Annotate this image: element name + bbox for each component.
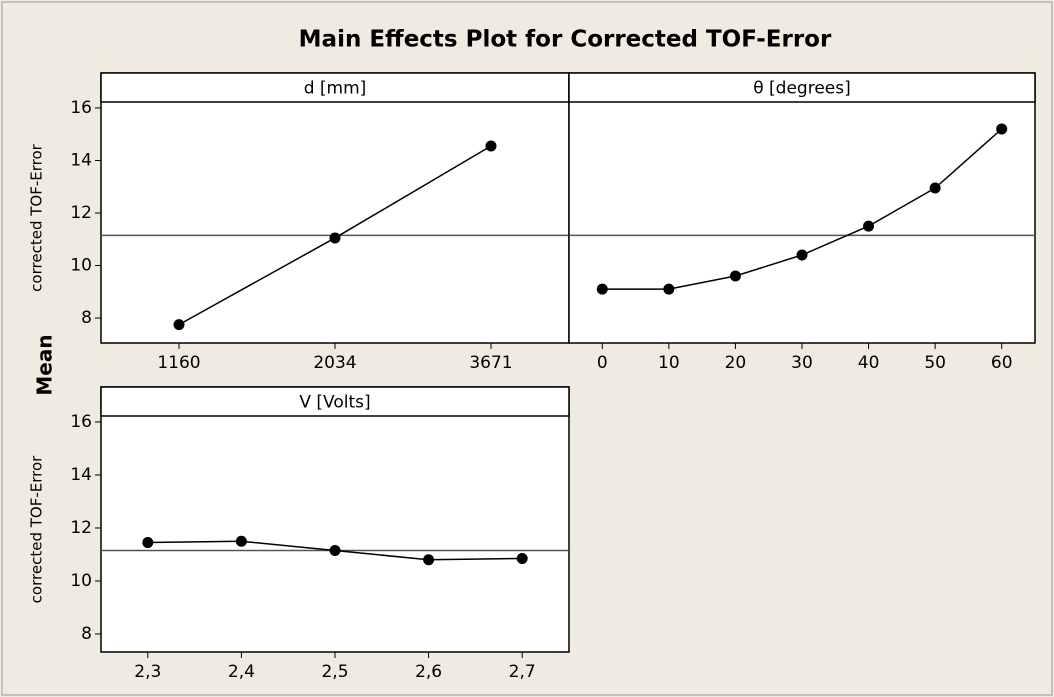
x-tick-label: 0	[597, 353, 608, 373]
panel-title: d [mm]	[304, 79, 367, 99]
y-tick-label: 10	[70, 571, 92, 591]
x-tick-label: 50	[924, 353, 946, 373]
panel-title: θ [degrees]	[753, 79, 851, 99]
x-tick-label: 20	[725, 353, 747, 373]
x-tick-label: 60	[991, 353, 1013, 373]
panel-header	[568, 72, 1036, 103]
point	[996, 123, 1008, 135]
x-tick-label: 40	[858, 353, 880, 373]
y-tick-label: 14	[70, 465, 92, 485]
y-axis-label: corrected TOF-Error	[28, 143, 46, 291]
x-tick-label: 10	[658, 353, 680, 373]
point	[516, 552, 528, 564]
panel-header	[100, 72, 570, 103]
point	[596, 283, 608, 295]
point	[863, 220, 875, 232]
y-tick-label: 8	[81, 624, 92, 644]
x-tick-label: 30	[791, 353, 813, 373]
point	[485, 140, 497, 152]
y-tick-label: 8	[81, 308, 92, 328]
x-tick-label: 2,4	[228, 662, 255, 682]
panel-title: V [Volts]	[299, 393, 370, 413]
panel-header	[100, 386, 570, 417]
x-tick-label: 3671	[469, 353, 512, 373]
y-axis-label: corrected TOF-Error	[28, 455, 46, 603]
shared-y-label: Mean	[33, 334, 57, 395]
x-tick-label: 2,6	[415, 662, 442, 682]
y-tick-label: 10	[70, 256, 92, 276]
y-tick-label: 12	[70, 203, 92, 223]
point	[235, 535, 247, 547]
plot-area	[100, 386, 570, 653]
x-tick-label: 2034	[313, 353, 356, 373]
y-tick-label: 16	[70, 412, 92, 432]
x-tick-label: 2,7	[509, 662, 536, 682]
point	[663, 283, 675, 295]
y-tick-label: 12	[70, 518, 92, 538]
point	[329, 232, 341, 244]
point	[929, 182, 941, 194]
plot-area	[100, 72, 570, 344]
x-tick-label: 2,5	[321, 662, 348, 682]
x-tick-label: 2,3	[134, 662, 161, 682]
plot-area	[568, 72, 1036, 344]
point	[329, 545, 341, 557]
point	[142, 537, 154, 549]
y-tick-label: 16	[70, 98, 92, 118]
point	[423, 554, 435, 566]
point	[173, 319, 185, 331]
x-tick-label: 1160	[157, 353, 200, 373]
chart-title: Main Effects Plot for Corrected TOF-Erro…	[299, 27, 832, 53]
point	[729, 270, 741, 282]
point	[796, 249, 808, 261]
y-tick-label: 14	[70, 150, 92, 170]
